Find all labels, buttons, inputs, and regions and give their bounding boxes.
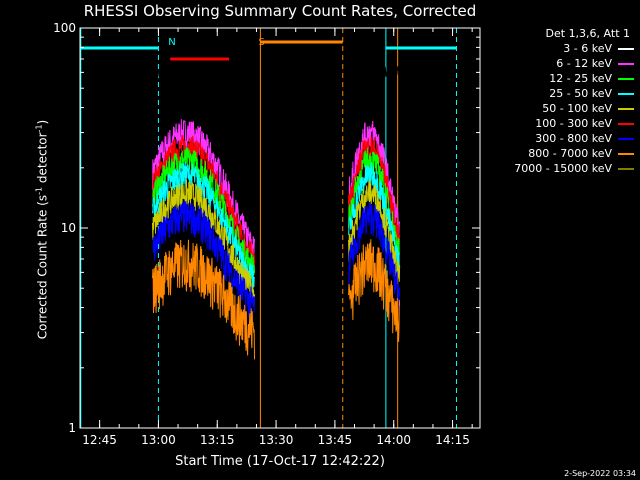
series-line-6-b	[348, 239, 401, 342]
legend-label: 3 - 6 keV	[563, 42, 612, 55]
legend-swatch	[618, 137, 634, 140]
legend: Det 1,3,6, Att 1 3 - 6 keV 6 - 12 keV 12 -…	[484, 27, 634, 176]
legend-entry: 800 - 7000 keV	[484, 146, 634, 161]
y-tick-label: 10	[61, 221, 76, 235]
legend-title: Det 1,3,6, Att 1	[545, 27, 630, 40]
legend-swatch	[618, 77, 634, 80]
x-tick-label: 13:30	[259, 433, 294, 447]
series-line-3-6kev-b	[348, 65, 401, 80]
x-tick-label: 13:15	[200, 433, 235, 447]
series-line-6-a	[152, 239, 255, 360]
plot-frame	[79, 27, 481, 429]
legend-entry: 300 - 800 keV	[484, 131, 634, 146]
region-annotation: S	[258, 37, 264, 48]
series-line-5-b	[348, 202, 401, 310]
series-line-0-a	[152, 119, 255, 257]
region-annotation: N	[168, 37, 175, 48]
legend-entry: 7000 - 15000 keV	[484, 161, 634, 176]
legend-swatch	[618, 122, 634, 125]
series-line-2-a	[152, 147, 255, 281]
legend-entry: 3 - 6 keV	[484, 41, 634, 56]
x-tick-label: 12:45	[82, 433, 117, 447]
legend-swatch	[618, 47, 634, 50]
legend-entry: 100 - 300 keV	[484, 116, 634, 131]
legend-label: 800 - 7000 keV	[528, 147, 612, 160]
series-line-4-b	[348, 180, 401, 282]
plot-area: N S 1 10 100 12:45 13:00 13:15 13:30 13:45 14:00 14…	[53, 21, 481, 447]
x-tick-label: 13:45	[318, 433, 353, 447]
legend-entry: 12 - 25 keV	[484, 71, 634, 86]
legend-swatch	[618, 152, 634, 155]
series-line-5-a	[152, 200, 255, 318]
series-line-1-b	[348, 136, 401, 248]
legend-label: 50 - 100 keV	[542, 102, 612, 115]
legend-label: 7000 - 15000 keV	[514, 162, 612, 175]
legend-label: 6 - 12 keV	[556, 57, 612, 70]
legend-swatch	[618, 167, 634, 170]
y-tick-label: 100	[53, 21, 76, 35]
legend-entry: 6 - 12 keV	[484, 56, 634, 71]
x-axis-label: Start Time (17-Oct-17 12:42:22)	[175, 454, 385, 469]
y-axis-label: Corrected Count Rate (s-1 detector-1)	[34, 119, 50, 340]
legend-label: 100 - 300 keV	[535, 117, 612, 130]
legend-entry: 50 - 100 keV	[484, 101, 634, 116]
chart-title: RHESSI Observing Summary Count Rates, Co…	[83, 2, 477, 20]
legend-swatch	[618, 62, 634, 65]
x-tick-label: 14:15	[435, 433, 470, 447]
legend-label: 12 - 25 keV	[549, 72, 612, 85]
legend-swatch	[618, 107, 634, 110]
x-tick-label: 13:00	[141, 433, 176, 447]
x-tick-label: 14:00	[376, 433, 411, 447]
series-line-3-6kev-a	[152, 65, 255, 81]
legend-entry: 25 - 50 keV	[484, 86, 634, 101]
legend-label: 25 - 50 keV	[549, 87, 612, 100]
legend-label: 300 - 800 keV	[535, 132, 612, 145]
y-tick-label: 1	[68, 421, 76, 435]
series-line-3-a	[152, 161, 255, 290]
series-line-4-a	[152, 179, 255, 306]
timestamp-footer: 2-Sep-2022 03:34	[564, 469, 636, 478]
legend-swatch	[618, 92, 634, 95]
